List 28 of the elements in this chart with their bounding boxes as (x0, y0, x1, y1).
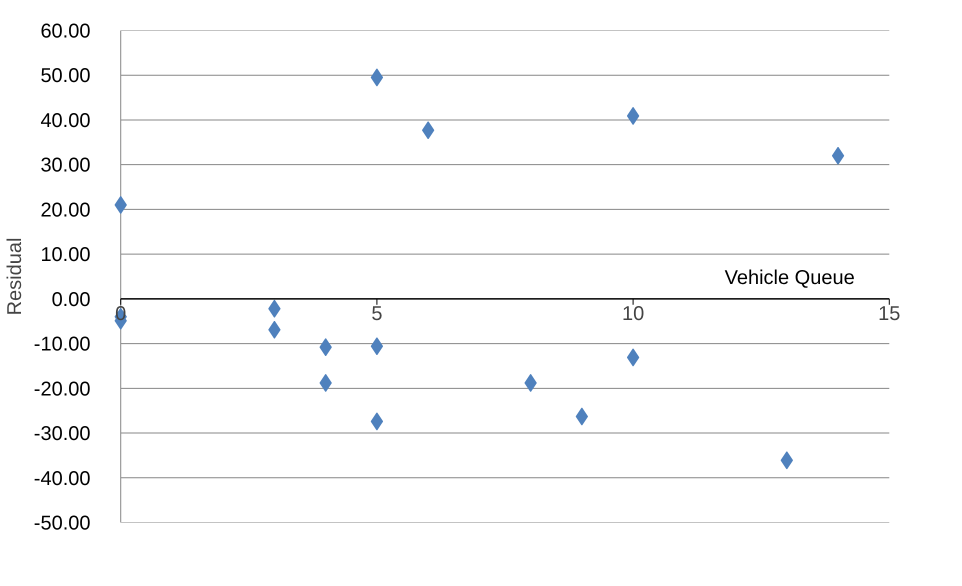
x-tick-label: 15 (878, 303, 900, 326)
point (576, 407, 588, 426)
y-tick-label: 10.00 (40, 244, 91, 266)
y-tick-label: 60.00 (40, 20, 91, 42)
point (626, 348, 640, 366)
y-tick-label: -50.00 (34, 512, 91, 534)
y-tick-label: 40.00 (40, 110, 91, 132)
y-tick-label: 50.00 (40, 65, 91, 88)
point (268, 300, 281, 318)
y-axis-title: Residual (4, 238, 26, 316)
x-tick-label: 10 (622, 303, 644, 326)
point (422, 121, 434, 140)
y-tick-label: 0.00 (52, 288, 91, 311)
point (370, 68, 384, 86)
point (370, 412, 384, 430)
x-axis-title: Vehicle Queue (724, 267, 855, 290)
point (626, 106, 640, 125)
point (268, 320, 281, 339)
y-tick-label: -40.00 (34, 468, 91, 490)
y-tick-label: -10.00 (34, 334, 91, 356)
y-tick-label: -30.00 (34, 423, 91, 446)
point (370, 337, 384, 356)
point (524, 374, 537, 392)
point (832, 146, 844, 165)
y-tick-label: 30.00 (40, 154, 91, 177)
y-tick-label: -20.00 (34, 378, 91, 400)
x-tick-label: 5 (371, 303, 382, 326)
y-tick-label: 20.00 (40, 199, 91, 222)
